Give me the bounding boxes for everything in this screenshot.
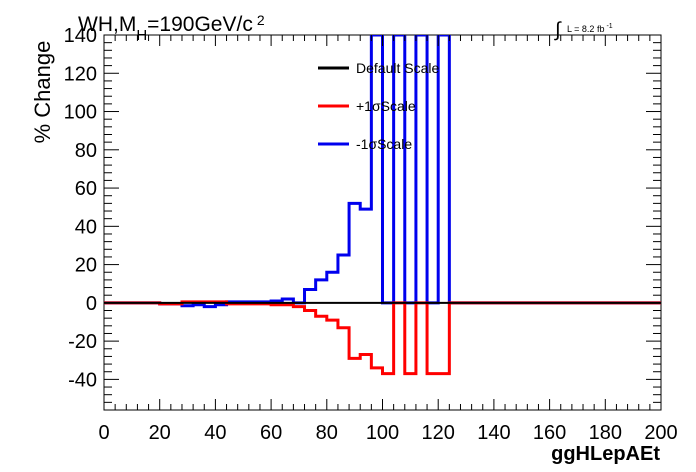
y-axis-label: % Change bbox=[30, 41, 55, 144]
y-tick-label: 100 bbox=[64, 102, 97, 124]
x-tick-label: 140 bbox=[477, 422, 510, 444]
y-tick-label: -40 bbox=[68, 369, 97, 391]
x-tick-label: 40 bbox=[204, 422, 226, 444]
x-tick-label: 120 bbox=[422, 422, 455, 444]
y-tick-label: 40 bbox=[75, 216, 97, 238]
y-tick-label: 80 bbox=[75, 140, 97, 162]
x-tick-label: 160 bbox=[533, 422, 566, 444]
x-tick-label: 20 bbox=[149, 422, 171, 444]
series-line bbox=[104, 300, 661, 376]
y-tick-label: 20 bbox=[75, 255, 97, 277]
integral-sign-icon: ∫ bbox=[554, 19, 562, 41]
y-tick-label: 120 bbox=[64, 63, 97, 85]
x-tick-label: 80 bbox=[316, 422, 338, 444]
x-tick-label: 180 bbox=[589, 422, 622, 444]
luminosity-label: ∫ L = 8.2 fb -1 bbox=[554, 19, 613, 41]
x-axis-label: ggHLepAEt bbox=[551, 443, 660, 465]
x-tick-label: 60 bbox=[260, 422, 282, 444]
x-tick-label: 100 bbox=[366, 422, 399, 444]
x-tick-label: 200 bbox=[644, 422, 677, 444]
legend-label: +1σScale bbox=[356, 98, 416, 114]
y-tick-label: 60 bbox=[75, 178, 97, 200]
y-tick-label: 140 bbox=[64, 25, 97, 47]
svg-text:L = 8.2 fb-1: L = 8.2 fb -1 bbox=[567, 23, 613, 34]
chart-title: WH,MH=190GeV/c 2 bbox=[78, 12, 265, 44]
y-tick-label: -20 bbox=[68, 331, 97, 353]
x-tick-label: 0 bbox=[98, 422, 109, 444]
axes: 0 20 40 60 80 100 120 140 160 180 200 -40 -20 0 20 40 60… bbox=[64, 25, 678, 444]
legend-label: -1σScale bbox=[356, 136, 412, 152]
series-layer bbox=[104, 35, 661, 376]
legend-label: Default Scale bbox=[356, 60, 439, 76]
legend: Default Scale +1σScale -1σScale bbox=[318, 60, 439, 152]
y-tick-label: 0 bbox=[86, 293, 97, 315]
